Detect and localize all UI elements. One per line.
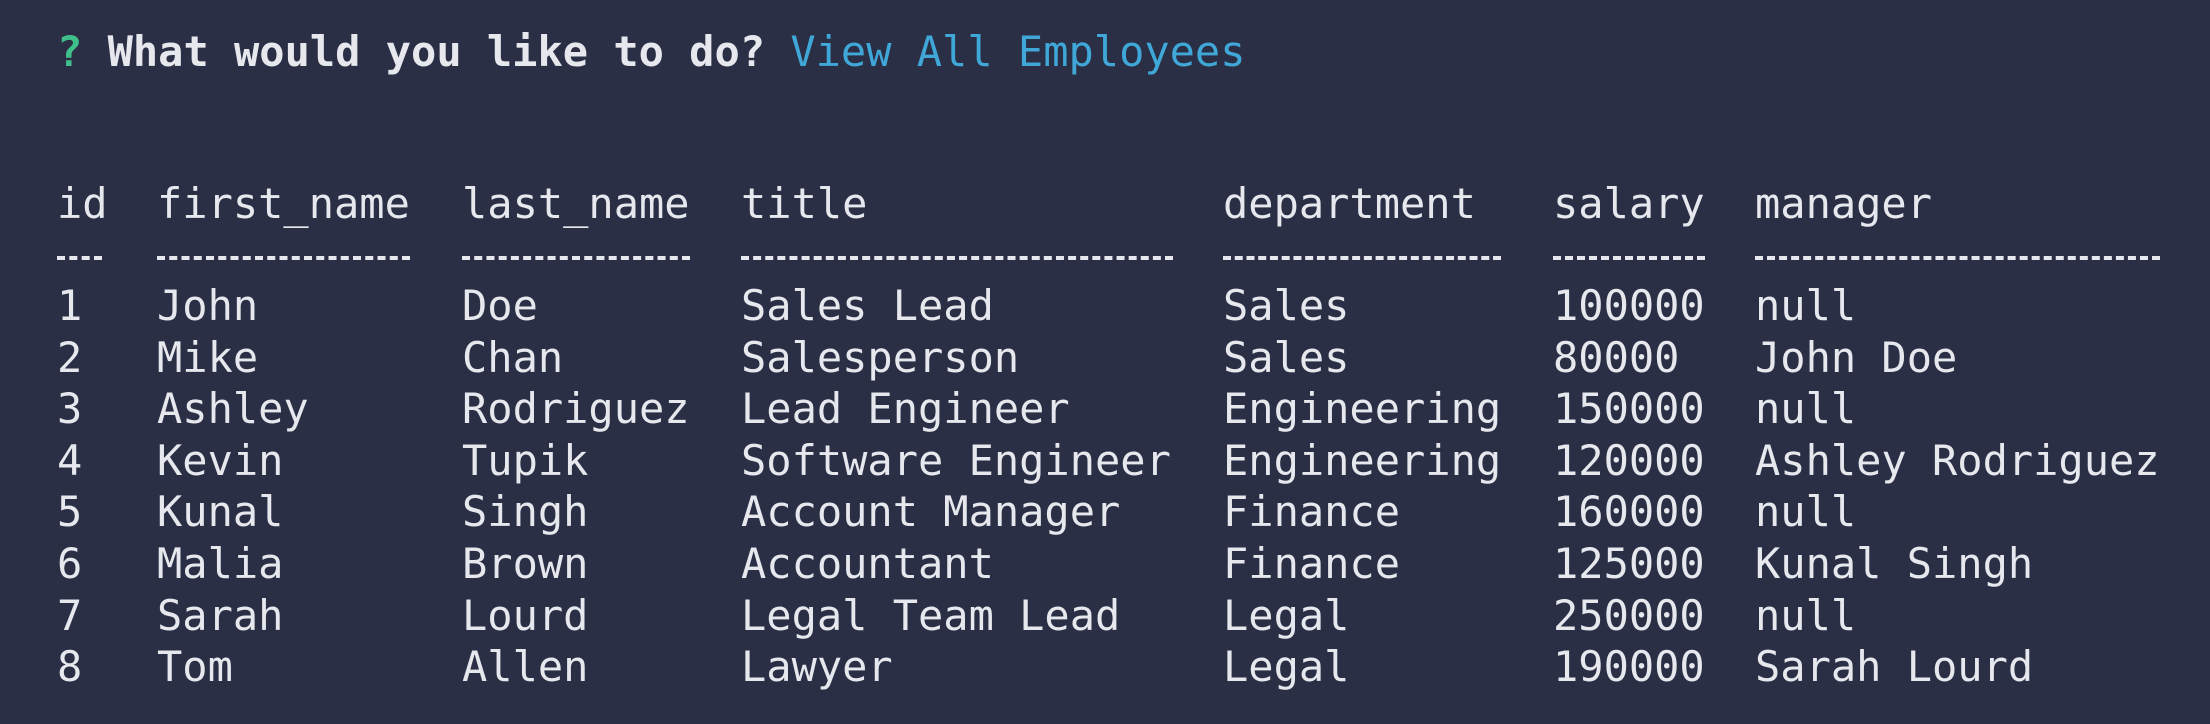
cell-department: Engineering — [1223, 384, 1502, 434]
cell-last-name: Lourd — [462, 590, 589, 640]
cell-title: Accountant — [741, 539, 994, 588]
cell-department: Sales — [1223, 281, 1350, 330]
cell-department: Legal — [1223, 590, 1350, 640]
cell-last-name: Allen — [462, 642, 589, 692]
cell-last-name: Tupik — [462, 435, 589, 485]
prompt-selected-answer: View All Employees — [790, 27, 1246, 76]
cell-title: Legal Team Lead — [741, 590, 1121, 640]
cell-department: Sales — [1223, 332, 1350, 382]
cell-department: Finance — [1223, 487, 1401, 537]
cell-first-name: Tom — [157, 642, 233, 692]
cell-first-name: Kunal — [157, 487, 284, 537]
cell-title: Lawyer — [741, 642, 893, 692]
cell-manager: null — [1755, 590, 1857, 640]
cell-salary: 150000 — [1553, 384, 1705, 434]
cell-last-name: Doe — [462, 281, 538, 330]
column-header-first-name: first_name — [157, 179, 410, 228]
cell-id: 1 — [57, 281, 83, 330]
cell-title: Account Manager — [741, 487, 1121, 537]
cell-manager: null — [1755, 384, 1857, 434]
cell-first-name: Kevin — [157, 435, 284, 485]
cell-title: Software Engineer — [741, 435, 1171, 485]
cell-salary: 190000 — [1553, 642, 1705, 692]
cell-salary: 120000 — [1553, 435, 1705, 485]
cell-manager: John Doe — [1755, 332, 1958, 382]
column-header-id: id — [57, 179, 108, 228]
prompt-mark: ? — [57, 27, 83, 76]
cell-department: Finance — [1223, 539, 1401, 588]
cell-manager: Ashley Rodriguez — [1755, 435, 2160, 485]
cell-first-name: Sarah — [157, 590, 284, 640]
cell-manager: null — [1755, 487, 1857, 537]
cell-manager: Sarah Lourd — [1755, 642, 2034, 692]
header-underline — [462, 256, 690, 260]
cell-department: Engineering — [1223, 435, 1502, 485]
column-header-department: department — [1223, 179, 1476, 228]
cell-department: Legal — [1223, 642, 1350, 692]
cell-salary: 125000 — [1553, 539, 1705, 588]
cell-manager: Kunal Singh — [1755, 539, 2034, 588]
column-header-last-name: last_name — [462, 179, 690, 228]
cell-salary: 250000 — [1553, 590, 1705, 640]
cell-id: 5 — [57, 487, 83, 537]
cell-title: Lead Engineer — [741, 384, 1070, 434]
header-underline — [741, 256, 1173, 260]
cell-salary: 80000 — [1553, 332, 1680, 382]
column-header-salary: salary — [1553, 179, 1705, 228]
header-underline — [157, 256, 410, 260]
cell-last-name: Chan — [462, 332, 564, 382]
cell-manager: null — [1755, 281, 1857, 330]
cell-title: Sales Lead — [741, 281, 994, 330]
cell-id: 3 — [57, 384, 83, 434]
cell-id: 7 — [57, 590, 83, 640]
prompt-question: What would you like to do? — [107, 27, 766, 76]
cell-first-name: John — [157, 281, 259, 330]
prompt-line: ? What would you like to do? View All Em… — [57, 22, 1246, 82]
header-underline — [1553, 256, 1705, 260]
header-underline — [1755, 256, 2160, 260]
cell-id: 4 — [57, 435, 83, 485]
cell-first-name: Malia — [157, 539, 284, 588]
column-header-manager: manager — [1755, 179, 1933, 228]
cell-last-name: Singh — [462, 487, 589, 537]
cell-first-name: Mike — [157, 332, 259, 382]
header-underline — [57, 256, 102, 260]
cell-id: 2 — [57, 332, 83, 382]
header-underline — [1223, 256, 1501, 260]
column-header-title: title — [741, 179, 868, 228]
cell-last-name: Rodriguez — [462, 384, 690, 434]
cell-last-name: Brown — [462, 539, 589, 588]
cell-salary: 100000 — [1553, 281, 1705, 330]
cell-salary: 160000 — [1553, 487, 1705, 537]
cell-id: 8 — [57, 642, 83, 692]
cell-title: Salesperson — [741, 332, 1020, 382]
cell-id: 6 — [57, 539, 83, 588]
cell-first-name: Ashley — [157, 384, 309, 434]
